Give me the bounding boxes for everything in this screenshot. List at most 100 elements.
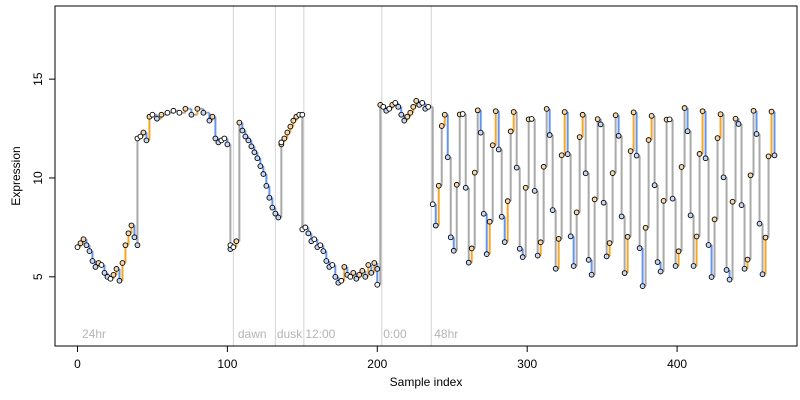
data-point — [624, 233, 631, 240]
data-point — [486, 218, 493, 225]
data-point — [618, 213, 625, 220]
data-point — [651, 182, 658, 189]
data-point — [483, 251, 490, 257]
data-point — [320, 248, 327, 254]
data-point — [627, 148, 634, 154]
data-point — [714, 135, 721, 141]
data-point — [329, 262, 336, 268]
data-point — [260, 171, 267, 177]
data-point — [723, 267, 730, 273]
data-point — [573, 209, 580, 216]
data-point — [164, 109, 171, 116]
data-point — [392, 100, 399, 106]
data-point — [86, 248, 93, 254]
data-point — [453, 181, 460, 188]
data-point — [74, 244, 81, 251]
data-point — [672, 263, 679, 269]
data-point — [432, 222, 439, 229]
phase-label: dawn — [238, 327, 267, 341]
data-point — [242, 133, 249, 140]
x-tick-label: 100 — [217, 357, 237, 371]
phase-label: 48hr — [434, 327, 458, 341]
data-point — [519, 254, 526, 261]
data-point — [275, 214, 282, 221]
data-point — [450, 247, 457, 254]
data-point — [579, 111, 586, 118]
data-point — [380, 103, 387, 110]
data-point — [131, 234, 138, 241]
data-point — [543, 106, 550, 112]
data-point — [621, 270, 628, 276]
data-point — [636, 245, 643, 252]
data-point — [407, 109, 414, 116]
data-point — [747, 172, 754, 179]
data-point — [347, 273, 354, 280]
data-point — [447, 234, 454, 241]
data-point — [122, 242, 129, 249]
data-point — [771, 152, 778, 159]
data-point — [154, 115, 160, 122]
data-point — [708, 274, 715, 280]
x-tick-label: 300 — [517, 357, 537, 371]
data-point — [516, 245, 523, 252]
data-point — [119, 260, 126, 266]
data-point — [194, 105, 201, 112]
plot-frame — [54, 5, 798, 347]
data-point — [699, 108, 706, 115]
axes: 0 100 200 300 400 5 10 15 — [31, 72, 687, 371]
data-point — [690, 263, 697, 269]
data-point — [465, 259, 472, 266]
data-point — [158, 111, 165, 118]
data-point — [341, 264, 348, 270]
data-point — [645, 137, 652, 143]
data-point — [480, 210, 487, 217]
data-point — [278, 139, 285, 146]
data-point — [522, 184, 529, 191]
data-point — [251, 149, 258, 156]
data-point — [438, 123, 445, 129]
data-point — [401, 117, 408, 124]
data-point — [642, 224, 649, 231]
data-point — [429, 201, 436, 208]
data-point — [588, 271, 595, 278]
data-point — [143, 137, 150, 144]
data-point — [441, 111, 448, 118]
data-point — [359, 268, 366, 274]
data-point — [729, 198, 736, 205]
data-point — [101, 270, 108, 276]
data-point — [182, 105, 189, 112]
data-point — [371, 260, 378, 266]
data-point — [684, 128, 691, 135]
x-tick-label: 400 — [667, 357, 687, 371]
data-point — [657, 268, 664, 275]
data-point — [239, 127, 246, 134]
data-point — [356, 271, 363, 278]
data-point — [128, 222, 135, 229]
data-point — [738, 202, 745, 208]
data-point — [209, 113, 216, 120]
y-tick-label: 15 — [31, 72, 45, 86]
data-point — [206, 117, 213, 124]
data-point — [368, 270, 375, 276]
data-point — [492, 108, 499, 115]
data-point — [669, 195, 676, 202]
data-point — [468, 245, 475, 252]
data-point — [137, 133, 144, 140]
x-tick-label: 200 — [367, 357, 387, 371]
data-point — [546, 132, 553, 138]
data-point — [462, 184, 469, 191]
data-point — [459, 111, 466, 117]
data-point — [507, 128, 514, 135]
data-point — [585, 257, 592, 263]
data-point — [317, 242, 324, 249]
data-point — [107, 275, 114, 282]
data-point — [756, 220, 763, 227]
data-point — [332, 273, 339, 280]
data-point — [537, 239, 544, 246]
data-point — [404, 113, 411, 120]
data-point — [365, 262, 372, 268]
data-point — [395, 103, 402, 110]
data-point — [687, 212, 694, 219]
